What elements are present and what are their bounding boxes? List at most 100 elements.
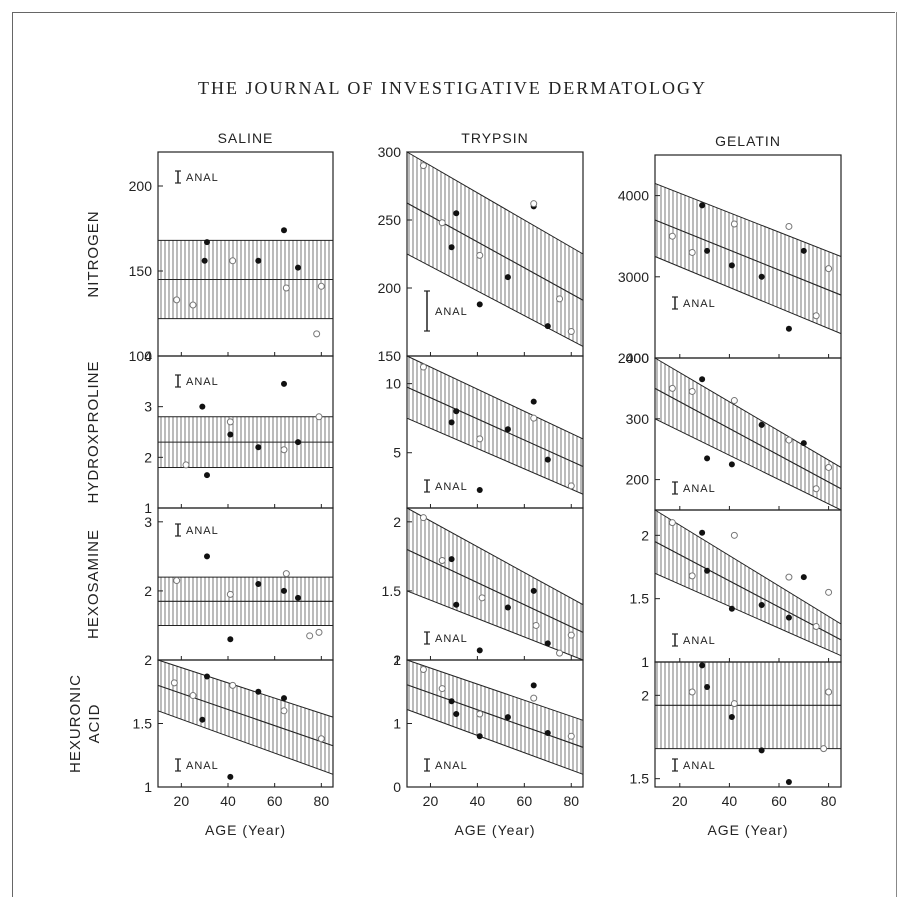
panel-trypsin-hydroxproline: 5 10 ANAL: [385, 355, 584, 509]
y-tick-label: 5: [393, 445, 401, 461]
y-tick-label: 1: [144, 779, 152, 795]
y-tick-label: 0: [393, 779, 401, 795]
data-point-filled: [227, 431, 234, 438]
data-point-open: [315, 413, 323, 421]
y-tick-label: 200: [626, 472, 650, 488]
data-point-filled: [699, 202, 706, 209]
data-point-filled: [530, 587, 537, 594]
regression-line: [406, 386, 584, 468]
data-point-filled: [504, 714, 511, 721]
x-axis-label: AGE (Year): [205, 822, 286, 838]
x-tick-label: 40: [470, 793, 486, 809]
data-point-filled: [728, 461, 735, 468]
data-point-open: [812, 312, 820, 320]
anal-label: ANAL: [435, 633, 468, 645]
y-tick-label: 2: [641, 527, 649, 543]
data-point-filled: [728, 262, 735, 269]
data-point-filled: [728, 605, 735, 612]
y-tick-label: 3000: [618, 269, 649, 285]
y-tick-label: 3: [144, 399, 152, 415]
data-point-open: [317, 282, 325, 290]
data-point-open: [825, 463, 833, 471]
data-point-open: [812, 485, 820, 493]
x-axis-label: AGE (Year): [707, 822, 788, 838]
anal-label: ANAL: [683, 298, 716, 310]
data-point-open: [419, 514, 427, 522]
x-tick-label: 60: [771, 793, 787, 809]
data-point-filled: [448, 698, 455, 705]
data-point-filled: [800, 574, 807, 581]
data-point-open: [170, 679, 178, 687]
data-point-filled: [544, 640, 551, 647]
regression-band: [157, 659, 334, 776]
x-tick-label: 80: [563, 793, 579, 809]
data-point-open: [556, 649, 564, 657]
data-point-open: [478, 594, 486, 602]
data-point-open: [567, 631, 575, 639]
panel-gelatin-nitrogen: 2000 3000 4000 ANAL: [618, 154, 842, 366]
row-label-hexuronic-acid-1: HEXURONIC: [67, 674, 84, 773]
x-tick-label: 40: [722, 793, 738, 809]
anal-label: ANAL: [435, 481, 468, 493]
data-point-filled: [281, 587, 287, 594]
anal-label: ANAL: [435, 760, 468, 772]
regression-line: [406, 684, 584, 748]
regression-band: [406, 659, 584, 776]
anal-label: ANAL: [683, 483, 716, 495]
data-point-filled: [281, 695, 287, 702]
data-point-open: [476, 251, 484, 259]
row-label-hydroxproline: HYDROXPROLINE: [85, 360, 102, 503]
row-label-hexosamine: HEXOSAMINE: [85, 529, 102, 639]
anal-label: ANAL: [435, 306, 468, 318]
x-tick-label: 60: [517, 793, 533, 809]
data-point-open: [812, 623, 820, 631]
data-point-filled: [199, 403, 206, 410]
y-tick-label: 150: [129, 263, 153, 279]
y-tick-label: 4000: [618, 188, 649, 204]
y-tick-label: 150: [378, 348, 402, 364]
y-tick-label: 1.5: [630, 591, 650, 607]
data-point-open: [315, 628, 323, 636]
data-point-filled: [699, 662, 706, 669]
data-point-open: [688, 387, 696, 395]
data-point-filled: [204, 553, 210, 560]
data-point-filled: [453, 408, 460, 415]
data-point-open: [419, 162, 427, 170]
data-point-open: [688, 572, 696, 580]
regression-band: [406, 507, 584, 661]
y-tick-label: 200: [378, 280, 402, 296]
y-tick-label: 2: [641, 687, 649, 703]
data-point-open: [306, 632, 314, 640]
data-point-filled: [544, 456, 551, 463]
x-tick-label: 20: [174, 793, 190, 809]
panel-gelatin-hydroxproline: 200 300 400 ANAL: [626, 350, 842, 511]
data-point-filled: [199, 716, 206, 723]
panel-saline-hexuronic-acid: 1 1.5 2 ANAL: [133, 652, 334, 795]
data-point-filled: [227, 773, 234, 780]
data-point-open: [532, 621, 540, 629]
data-point-open: [825, 588, 833, 596]
data-point-filled: [204, 239, 210, 246]
regression-line: [406, 202, 584, 301]
data-point-filled: [295, 594, 301, 601]
regression-line: [157, 684, 334, 747]
y-tick-label: 200: [129, 178, 153, 194]
data-point-open: [173, 296, 181, 304]
data-point-filled: [476, 301, 483, 308]
data-point-open: [438, 557, 446, 565]
data-point-filled: [448, 244, 455, 251]
data-point-open: [476, 710, 484, 718]
regression-band: [406, 151, 584, 348]
panel-saline-hydroxproline: 1 2 3 4 ANAL: [144, 348, 334, 516]
y-tick-label: 1: [393, 716, 401, 732]
data-point-open: [229, 681, 237, 689]
data-point-filled: [453, 601, 460, 608]
data-point-open: [730, 220, 738, 228]
data-point-open: [785, 222, 793, 230]
data-point-open: [785, 573, 793, 581]
data-point-filled: [800, 440, 807, 447]
data-point-filled: [227, 636, 234, 643]
data-point-open: [438, 219, 446, 227]
data-point-open: [556, 295, 564, 303]
